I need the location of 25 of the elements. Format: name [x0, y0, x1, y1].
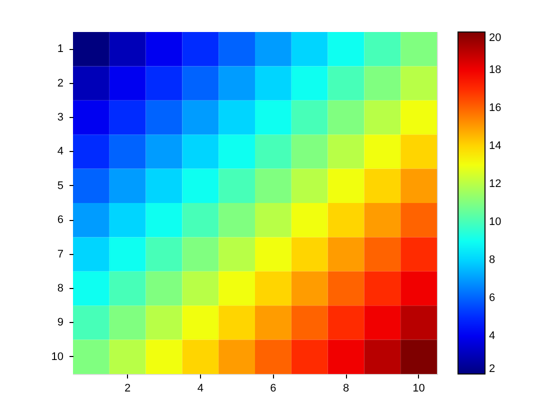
y-tick-label: 6 [57, 214, 64, 226]
color-bar-label: 16 [489, 102, 502, 114]
color-bar-label: 2 [489, 363, 496, 375]
y-tick-label: 10 [51, 350, 64, 363]
x-tick-label: 4 [197, 382, 204, 394]
y-tick-label: 9 [57, 316, 64, 329]
x-tick-label: 6 [270, 382, 276, 394]
color-bar-label: 12 [489, 178, 502, 190]
y-tick-label: 5 [57, 180, 64, 192]
color-bar-label: 8 [489, 254, 496, 266]
x-tick-label: 10 [412, 382, 425, 394]
color-bar-label: 14 [489, 140, 502, 152]
y-tick-label: 3 [57, 112, 64, 124]
color-bar-label: 18 [489, 64, 502, 76]
y-tick-label: 8 [57, 282, 64, 294]
x-tick-label: 2 [124, 382, 131, 394]
color-bar-label: 6 [489, 292, 496, 304]
y-tick-label: 2 [57, 77, 64, 90]
y-tick-label: 7 [57, 248, 64, 260]
color-bar-label: 10 [489, 216, 502, 228]
color-bar-label: 4 [489, 330, 496, 342]
x-tick-label: 8 [342, 382, 350, 394]
color-bar-label: 20 [489, 32, 502, 44]
y-tick-label: 1 [57, 43, 64, 56]
y-tick-label: 4 [57, 146, 64, 158]
